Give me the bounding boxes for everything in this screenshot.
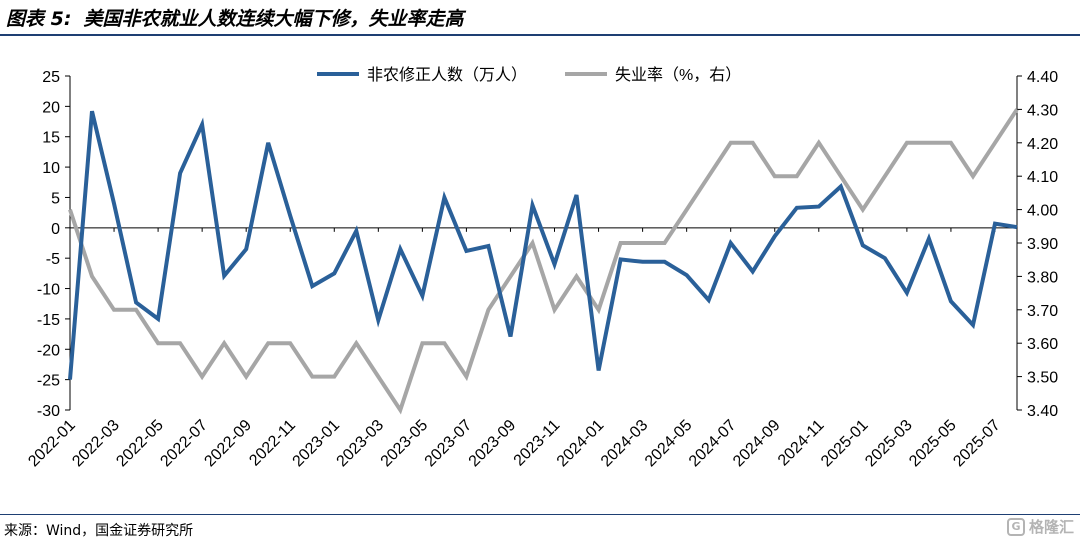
left-y-tick-label: -20 <box>37 342 60 359</box>
left-y-tick-label: 10 <box>42 160 60 177</box>
legend-item-unemployment: 失业率（%，右） <box>565 66 741 84</box>
x-tick-label: 2023-01 <box>290 417 344 471</box>
left-y-tick-label: 25 <box>42 69 60 86</box>
x-tick-label: 2022-05 <box>113 417 167 471</box>
right-y-tick-label: 4.30 <box>1027 102 1058 119</box>
left-y-tick-label: -30 <box>37 403 60 420</box>
source-note: 来源：Wind，国金证券研究所 <box>4 523 194 539</box>
series-layer <box>68 108 1019 415</box>
x-tick-label: 2024-09 <box>730 417 784 471</box>
x-tick-label: 2022-07 <box>157 417 211 471</box>
left-y-tick-label: 0 <box>51 221 60 238</box>
watermark-logo-icon: G <box>1006 517 1025 536</box>
watermark: G 格隆汇 <box>1006 516 1074 537</box>
right-y-tick-label: 3.50 <box>1027 370 1058 387</box>
legend-label: 失业率（%，右） <box>615 66 741 84</box>
right-y-tick-label: 4.00 <box>1027 203 1058 220</box>
right-y-tick-label: 4.40 <box>1027 69 1058 86</box>
x-tick-label: 2023-07 <box>422 417 476 471</box>
title-divider <box>0 34 1080 36</box>
right-y-tick-label: 4.10 <box>1027 169 1058 186</box>
x-tick-label: 2023-09 <box>466 417 520 471</box>
x-tick-label: 2024-03 <box>598 417 652 471</box>
left-y-tick-label: -15 <box>37 312 60 329</box>
x-tick-label: 2024-01 <box>554 417 608 471</box>
x-tick-label: 2023-05 <box>378 417 432 471</box>
x-tick-label: 2022-11 <box>246 417 299 470</box>
left-y-tick-label: -25 <box>37 373 60 390</box>
footer-divider <box>0 514 1080 515</box>
left-y-tick-label: 15 <box>42 130 60 147</box>
right-y-tick-label: 3.60 <box>1027 336 1058 353</box>
series-line-unemployment <box>68 108 1019 415</box>
x-tick-label: 2025-01 <box>818 417 872 471</box>
right-y-tick-label: 3.70 <box>1027 303 1058 320</box>
legend-label: 非农修正人数（万人） <box>367 66 527 84</box>
right-y-tick-label: 4.20 <box>1027 136 1058 153</box>
x-tick-label: 2024-05 <box>642 417 696 471</box>
figure-title: 图表 5: 美国非农就业人数连续大幅下修，失业率走高 <box>6 4 463 32</box>
figure-heading: 美国非农就业人数连续大幅下修，失业率走高 <box>83 8 464 30</box>
right-y-tick-label: 3.40 <box>1027 403 1058 420</box>
left-y-tick-label: -5 <box>46 251 60 268</box>
x-tick-label: 2023-11 <box>511 417 564 470</box>
watermark-text: 格隆汇 <box>1028 518 1074 536</box>
left-y-tick-label: 5 <box>51 190 60 207</box>
figure-label: 图表 5: <box>6 8 72 30</box>
legend: 非农修正人数（万人） 失业率（%，右） <box>317 66 741 84</box>
x-tick-label: 2023-03 <box>334 417 388 471</box>
left-y-tick-label: 20 <box>42 99 60 116</box>
x-tick-label: 2025-07 <box>950 417 1004 471</box>
legend-item-revisions: 非农修正人数（万人） <box>317 66 527 84</box>
right-y-tick-label: 3.80 <box>1027 269 1058 286</box>
right-y-tick-label: 3.90 <box>1027 236 1058 253</box>
x-tick-label: 2024-07 <box>686 417 740 471</box>
x-tick-label: 2022-03 <box>69 417 123 471</box>
left-y-tick-label: -10 <box>37 282 60 299</box>
series-line-revisions <box>68 110 1018 380</box>
chart: 25 20 15 10 5 0 -5 -10 -15 -20 -25 -30 4.40 4.30 4.20 4… <box>25 66 1058 471</box>
x-tick-label: 2024-11 <box>775 417 828 470</box>
x-tick-label: 2025-03 <box>862 417 916 471</box>
x-tick-label: 2022-09 <box>201 417 255 471</box>
x-tick-label: 2022-01 <box>25 417 79 471</box>
x-tick-label: 2025-05 <box>906 417 960 471</box>
